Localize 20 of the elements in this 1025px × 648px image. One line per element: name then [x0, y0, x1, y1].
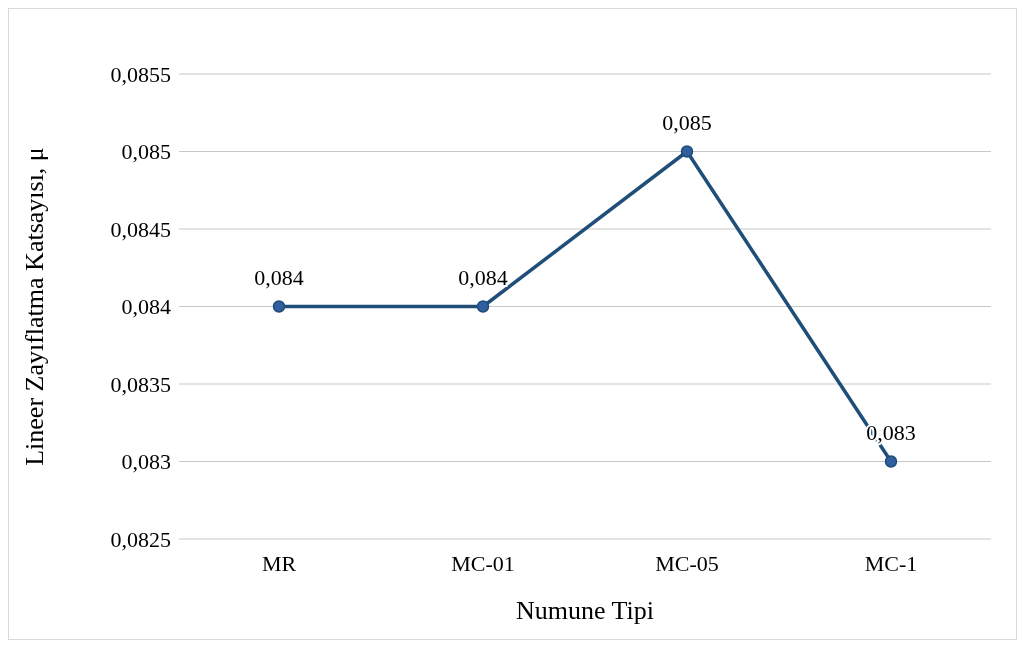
data-label: 0,085 — [662, 109, 712, 135]
data-label: 0,084 — [458, 264, 508, 290]
x-tick-label: MC-05 — [655, 550, 719, 576]
y-tick-label: 0,085 — [121, 139, 171, 165]
x-axis-title: Numune Tipi — [516, 596, 654, 625]
point — [680, 145, 694, 158]
y-tick-label: 0,0825 — [110, 526, 171, 552]
point — [476, 300, 490, 313]
y-tick-label: 0,0835 — [110, 371, 171, 397]
y-axis-title: Lineer Zayıflatma Katsayısı, μ — [20, 147, 50, 466]
y-tick-label: 0,083 — [121, 449, 171, 475]
y-tick-label: 0,0845 — [110, 216, 171, 242]
y-tick-label: 0,084 — [121, 294, 171, 320]
x-tick-label: MC-1 — [864, 550, 918, 576]
point — [884, 455, 898, 468]
x-tick-label: MC-01 — [451, 550, 515, 576]
point — [272, 300, 286, 313]
data-label: 0,084 — [254, 264, 304, 290]
y-tick-label: 0,0855 — [110, 61, 171, 87]
x-tick-label: MR — [261, 550, 297, 576]
